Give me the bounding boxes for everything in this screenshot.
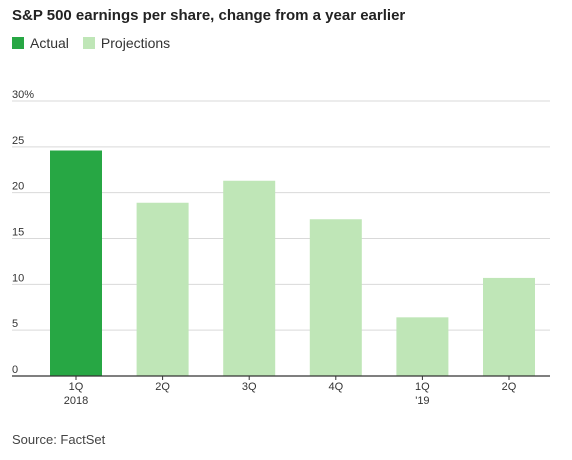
x-tick-sublabel-4: '19 [415,395,429,407]
x-tick-label-0: 1Q [69,381,84,393]
y-tick-label-15: 15 [12,227,24,239]
bar-5 [483,277,535,376]
x-tick-sublabel-0: 2018 [64,395,88,407]
legend-swatch-projections [82,37,95,49]
bar-0 [50,150,102,376]
x-tick-label-3: 4Q [328,381,343,393]
y-tick-label-30: 30% [12,89,34,101]
bar-4 [396,317,449,376]
x-tick-label-2: 3Q [242,381,257,393]
y-tick-label-25: 25 [12,135,24,147]
x-tick-label-5: 2Q [502,381,517,393]
source-note: Source: FactSet [12,432,106,447]
chart-title: S&P 500 earnings per share, change from … [12,7,406,24]
y-tick-label-10: 10 [12,272,24,284]
legend: Actual Projections [12,35,184,51]
legend-swatch-actual [12,37,24,49]
bar-3 [309,219,362,376]
legend-item-actual: Actual [12,35,69,51]
x-tick-label-4: 1Q [415,381,430,393]
x-tick-label-1: 2Q [155,381,170,393]
legend-label-projections: Projections [100,35,171,51]
y-tick-label-0: 0 [12,364,18,376]
y-tick-label-5: 5 [12,318,18,330]
bar-2 [223,180,276,376]
bar-1 [136,202,189,376]
legend-item-projections: Projections [82,35,171,51]
legend-label-actual: Actual [30,35,69,51]
y-tick-label-20: 20 [12,181,24,193]
